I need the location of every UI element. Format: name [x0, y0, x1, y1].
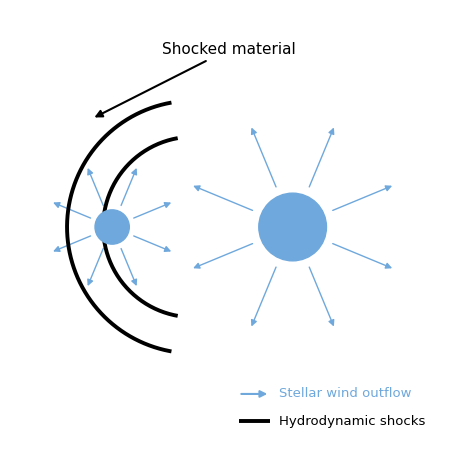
Text: Stellar wind outflow: Stellar wind outflow: [278, 387, 411, 400]
Circle shape: [95, 210, 129, 244]
Text: Hydrodynamic shocks: Hydrodynamic shocks: [278, 415, 425, 428]
Circle shape: [258, 193, 326, 261]
Text: Shocked material: Shocked material: [96, 42, 295, 116]
